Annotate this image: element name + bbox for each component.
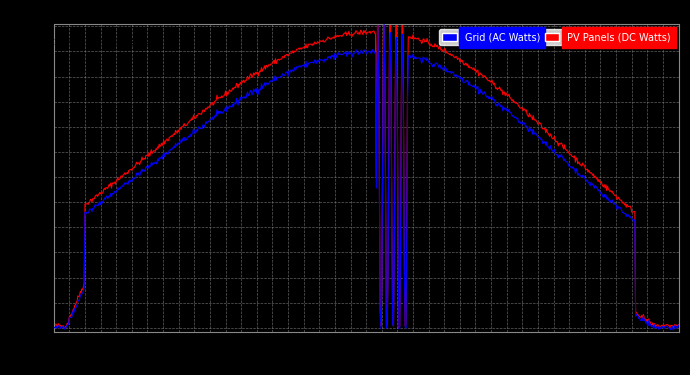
Legend: Grid (AC Watts), PV Panels (DC Watts): Grid (AC Watts), PV Panels (DC Watts) [440,29,673,45]
Title: Total PV Panel & Inverter Power Output Sat Aug 22 19:39: Total PV Panel & Inverter Power Output S… [119,7,613,22]
Text: Copyright 2015 Cartronics.com: Copyright 2015 Cartronics.com [7,37,159,47]
